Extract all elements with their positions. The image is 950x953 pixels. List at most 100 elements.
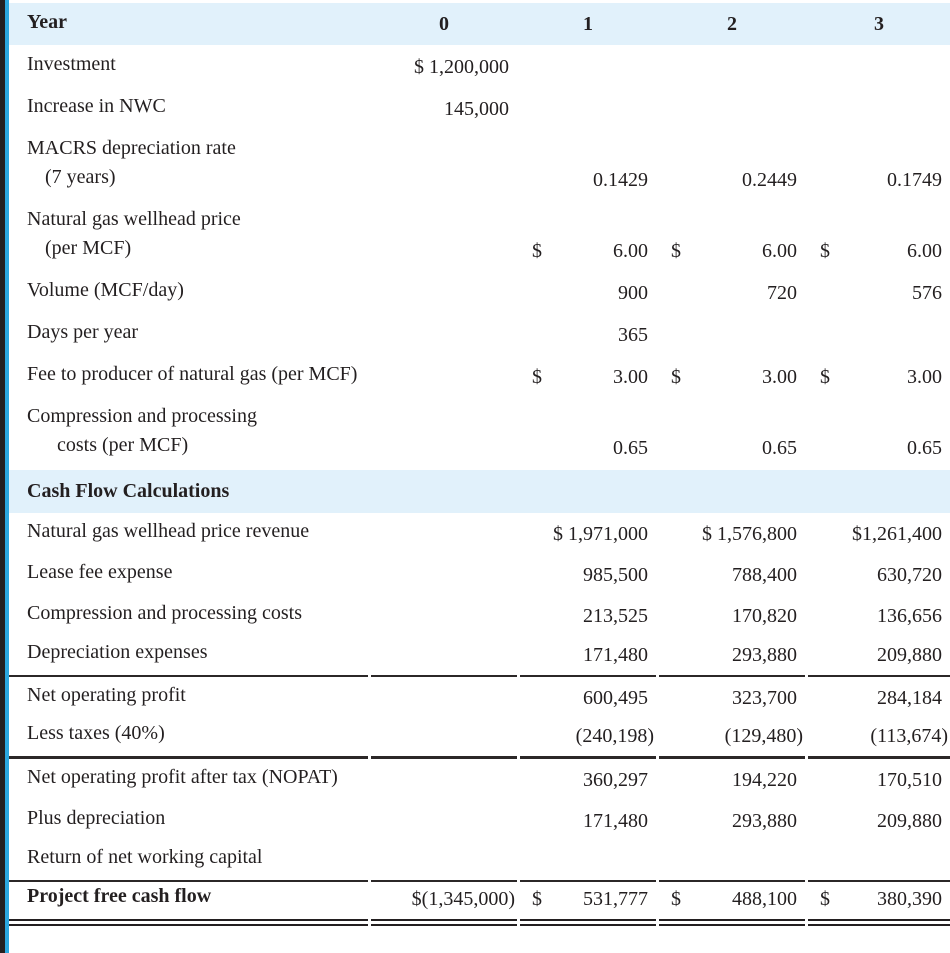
cell-value: 985,500: [583, 564, 648, 586]
cell-value: 194,220: [732, 769, 797, 791]
cell-value: 3.00: [907, 366, 942, 388]
cell-year0: [371, 355, 517, 397]
row-label: Natural gas wellhead price (per MCF): [9, 200, 368, 271]
row-label: Days per year: [9, 313, 368, 355]
cell-value: 6.00: [762, 240, 797, 262]
dollar-sign: $: [671, 366, 681, 388]
row-label: Less taxes (40%): [9, 718, 368, 759]
cell-value: 213,525: [583, 605, 648, 627]
cell-year3: $6.00: [808, 200, 950, 271]
cell-year3: [808, 87, 950, 129]
cell-year2: $ 1,576,800: [659, 513, 805, 554]
cell-year0: [371, 718, 517, 759]
table-row: Plus depreciation 171,480 293,880 209,880: [9, 800, 950, 841]
cell-year1: 900: [520, 271, 656, 313]
row-label: Investment: [9, 45, 368, 87]
row-label-line1: Compression and processing costs: [27, 602, 302, 624]
cell-year1: 213,525: [520, 595, 656, 636]
row-label: Net operating profit after tax (NOPAT): [9, 759, 368, 800]
cell-value: 323,700: [732, 687, 797, 709]
row-label: Net operating profit: [9, 677, 368, 718]
cell-year2: 293,880: [659, 800, 805, 841]
cell-value: 380,390: [877, 888, 942, 910]
row-label-line1: Project free cash flow: [27, 885, 212, 907]
cell-year2: 0.2449: [659, 129, 805, 200]
cell-value: 293,880: [732, 644, 797, 666]
dollar-sign: $: [820, 240, 830, 262]
cell-year0: [371, 513, 517, 554]
cell-year0: [371, 595, 517, 636]
table-row: Project free cash flow $(1,345,000) $531,7…: [9, 882, 950, 926]
cell-value: 788,400: [732, 564, 797, 586]
cell-year2: 170,820: [659, 595, 805, 636]
cell-year1: 171,480: [520, 636, 656, 677]
row-label-line1: MACRS depreciation rate: [27, 137, 236, 159]
row-label: Fee to producer of natural gas (per MCF): [9, 355, 368, 397]
cell-value: 171,480: [583, 810, 648, 832]
cell-year0: [371, 636, 517, 677]
cell-value: 720: [767, 282, 797, 304]
table-row: Compression and processing costs (per MCF…: [9, 397, 950, 468]
cell-value: 6.00: [613, 240, 648, 262]
cell-value: (129,480): [724, 725, 803, 747]
row-label-line1: Investment: [27, 53, 116, 75]
row-label-line1: Fee to producer of natural gas (per MCF): [27, 363, 358, 385]
cell-year3: $3.00: [808, 355, 950, 397]
row-label-line1: Lease fee expense: [27, 561, 173, 583]
table-row: Depreciation expenses 171,480 293,880 209,8…: [9, 636, 950, 677]
cell-year1: [520, 841, 656, 882]
section-header-label: Cash Flow Calculations: [27, 480, 230, 502]
cell-year1: $531,777: [520, 882, 656, 926]
row-label-line1: Return of net working capital: [27, 846, 263, 868]
year-col-header-3: 3: [874, 13, 884, 35]
row-label-line1: Compression and processing: [27, 405, 257, 427]
cell-year3: 284,184: [808, 677, 950, 718]
cell-value: 145,000: [444, 98, 509, 120]
cell-year2: 788,400: [659, 554, 805, 595]
cell-value: 293,880: [732, 810, 797, 832]
cell-year1: [520, 45, 656, 87]
cell-year2: $3.00: [659, 355, 805, 397]
cell-year2: 720: [659, 271, 805, 313]
row-label-line2: costs (per MCF): [57, 434, 189, 456]
cell-value: 0.2449: [742, 169, 797, 191]
table-row: Lease fee expense 985,500 788,400 630,720: [9, 554, 950, 595]
table-row: Net operating profit 600,495 323,700 284,18…: [9, 677, 950, 718]
cell-value: 531,777: [583, 888, 648, 910]
cell-year0: [371, 200, 517, 271]
cell-value: 0.65: [613, 437, 648, 459]
year-header-label: Year: [9, 3, 368, 45]
cell-value: 576: [912, 282, 942, 304]
cell-value: 0.65: [907, 437, 942, 459]
cell-year3: [808, 45, 950, 87]
dollar-sign: $: [532, 240, 542, 262]
cell-year0: [371, 759, 517, 800]
table-row: Return of net working capital: [9, 841, 950, 882]
cell-year3: 0.1749: [808, 129, 950, 200]
row-label-line1: Natural gas wellhead price revenue: [27, 520, 310, 542]
table-row: Fee to producer of natural gas (per MCF)…: [9, 355, 950, 397]
cell-year3: 209,880: [808, 800, 950, 841]
cell-year0: $(1,345,000): [371, 882, 517, 926]
cell-year1: 0.1429: [520, 129, 656, 200]
cell-year1: $ 1,971,000: [520, 513, 656, 554]
row-label: Project free cash flow: [9, 882, 368, 926]
cell-year2: 293,880: [659, 636, 805, 677]
cell-value: 0.1429: [593, 169, 648, 191]
table-row: Natural gas wellhead price (per MCF) $6.00…: [9, 200, 950, 271]
row-label-line1: Net operating profit: [27, 684, 186, 706]
table-row: Increase in NWC 145,000: [9, 87, 950, 129]
cell-year2: 323,700: [659, 677, 805, 718]
cell-value: $ 1,971,000: [553, 523, 648, 545]
cell-year2: $488,100: [659, 882, 805, 926]
cell-value: 170,510: [877, 769, 942, 791]
cashflow-table: Year 0 1 2 3 Investment $ 1,200,000 Increa…: [9, 0, 950, 926]
cell-year0: [371, 129, 517, 200]
cell-year1: $6.00: [520, 200, 656, 271]
cell-year1: 360,297: [520, 759, 656, 800]
row-label: Plus depreciation: [9, 800, 368, 841]
cell-year1: $3.00: [520, 355, 656, 397]
cell-year1: 600,495: [520, 677, 656, 718]
cell-year2: [659, 313, 805, 355]
row-label: Natural gas wellhead price revenue: [9, 513, 368, 554]
